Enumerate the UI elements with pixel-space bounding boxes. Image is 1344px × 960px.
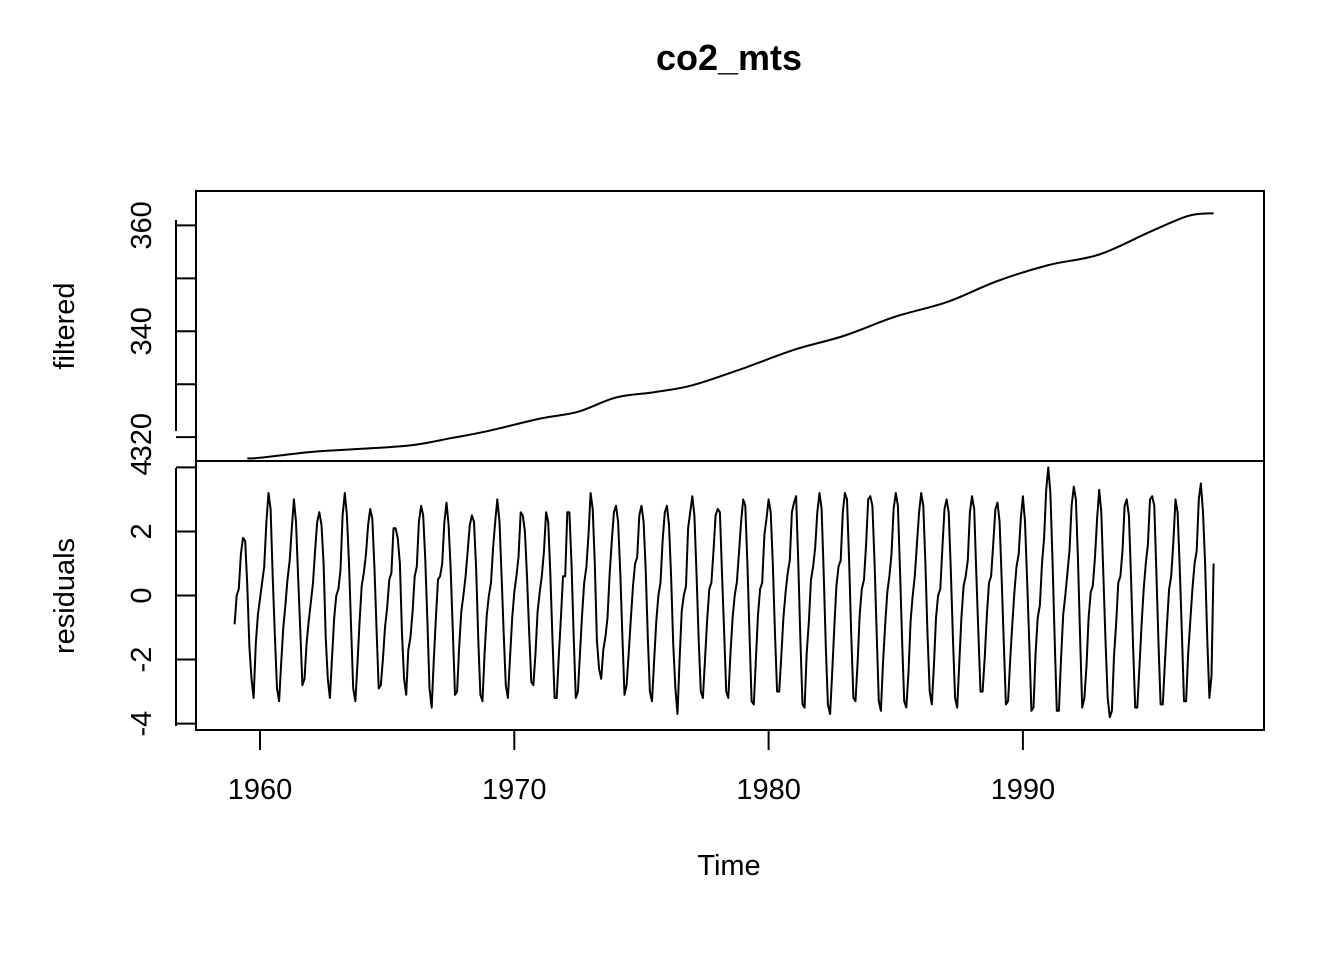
x-tick-label-3: 1990 — [991, 774, 1056, 806]
panel-residuals: -4 -2 0 2 4 residuals — [49, 459, 1265, 736]
y-tick-label-residuals-1: -2 — [126, 647, 158, 673]
y-tick-label-residuals-3: 2 — [126, 523, 158, 539]
plot-frame-top — [195, 190, 1265, 462]
y-ticks-residuals: -4 -2 0 2 4 — [126, 459, 196, 736]
x-tick-label-1: 1970 — [482, 774, 547, 806]
x-axis-label: Time — [697, 850, 760, 882]
chart-title: co2_mts — [656, 37, 802, 78]
y-tick-label-filtered-0: 320 — [126, 413, 158, 461]
y-tick-label-filtered-4: 360 — [126, 201, 158, 249]
series-line-filtered — [247, 212, 1214, 460]
y-tick-label-residuals-2: 0 — [126, 587, 158, 603]
y-tick-label-residuals-4: 4 — [126, 459, 158, 475]
y-tick-label-residuals-0: -4 — [126, 711, 158, 737]
panel-filtered: 320 340 360 filtered — [49, 190, 1265, 462]
y-ticks-filtered: 320 340 360 — [126, 201, 196, 461]
y-axis-label-filtered: filtered — [49, 282, 81, 369]
series-line-residuals — [233, 466, 1215, 719]
x-ticks: 1960 1970 1980 1990 — [228, 730, 1055, 806]
x-axis: 1960 1970 1980 1990 — [228, 729, 1055, 806]
y-tick-label-filtered-2: 340 — [126, 307, 158, 355]
x-tick-label-0: 1960 — [228, 774, 293, 806]
x-tick-label-2: 1980 — [736, 774, 801, 806]
y-axis-label-residuals: residuals — [49, 538, 81, 654]
